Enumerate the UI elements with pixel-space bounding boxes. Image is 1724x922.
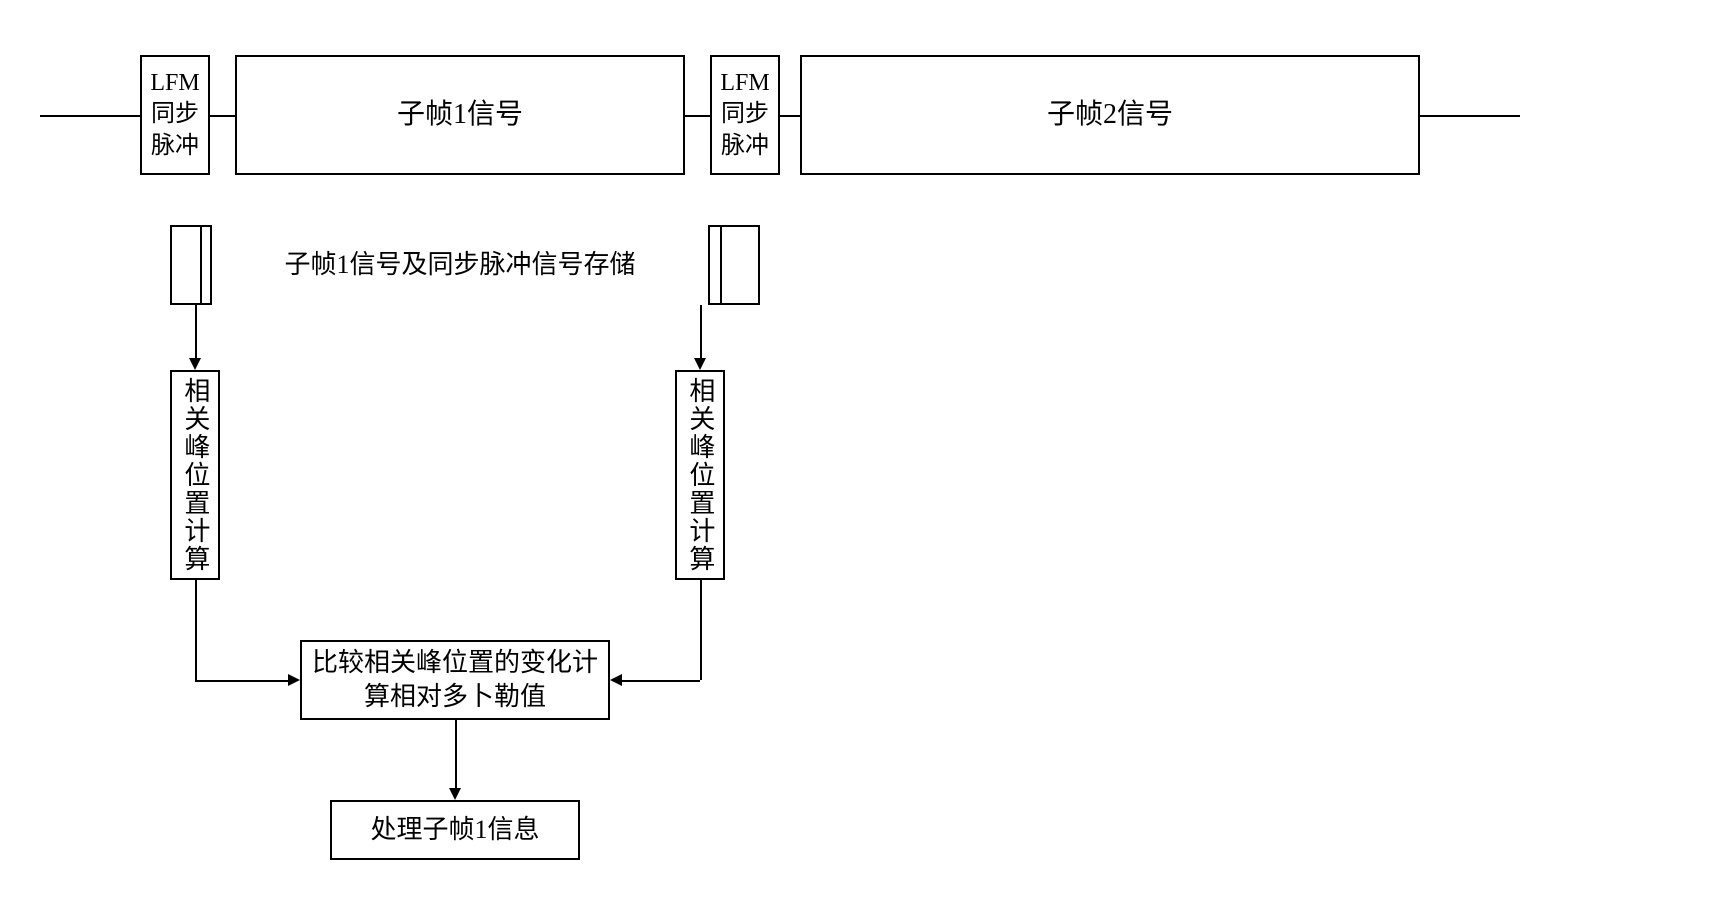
peak2-label: 相关峰位置计算 [683, 377, 717, 573]
subframe2-signal: 子帧2信号 [800, 55, 1420, 175]
arrow-store-peak2-line [700, 305, 702, 360]
subframe1-signal: 子帧1信号 [235, 55, 685, 175]
lfm-sync-pulse-2: LFM 同步 脉冲 [710, 55, 780, 175]
sub1-label: 子帧1信号 [397, 97, 523, 133]
arrow-store-peak1-line [195, 305, 197, 360]
peak2-left-line [620, 680, 700, 682]
conn-lfm2-sub2 [780, 115, 800, 117]
conn-sub1-lfm2 [685, 115, 710, 117]
arrow-store-peak2-head [694, 358, 706, 370]
arrow-store-peak1-head [189, 358, 201, 370]
peak1-right-line [195, 680, 290, 682]
peak1-right-head [288, 674, 300, 686]
correlation-peak-calc-2: 相关峰位置计算 [675, 370, 725, 580]
diagram-canvas: LFM 同步 脉冲 子帧1信号 LFM 同步 脉冲 子帧2信号 子帧1信号及同步… [0, 0, 1724, 922]
timeline-left [40, 115, 140, 117]
store-label: 子帧1信号及同步脉冲信号存储 [284, 248, 635, 282]
process-subframe1: 处理子帧1信息 [330, 800, 580, 860]
peak1-label: 相关峰位置计算 [178, 377, 212, 573]
lfm1-label: LFM 同步 脉冲 [150, 68, 199, 162]
process-label: 处理子帧1信息 [370, 813, 539, 847]
arrow-compare-process-line [455, 720, 457, 790]
compare-label: 比较相关峰位置的变化计 算相对多卜勒值 [312, 646, 598, 714]
sub2-label: 子帧2信号 [1047, 97, 1173, 133]
timeline-right [1420, 115, 1520, 117]
correlation-peak-calc-1: 相关峰位置计算 [170, 370, 220, 580]
lfm2-label: LFM 同步 脉冲 [720, 68, 769, 162]
peak1-down-line [195, 580, 197, 680]
storage-inner: 子帧1信号及同步脉冲信号存储 [210, 225, 710, 305]
arrow-compare-process-head [449, 788, 461, 800]
storage-div-left [200, 225, 202, 305]
peak2-left-head [610, 674, 622, 686]
peak2-down-line [700, 580, 702, 680]
conn-lfm1-sub1 [210, 115, 235, 117]
storage-div-right [720, 225, 722, 305]
compare-doppler: 比较相关峰位置的变化计 算相对多卜勒值 [300, 640, 610, 720]
lfm-sync-pulse-1: LFM 同步 脉冲 [140, 55, 210, 175]
